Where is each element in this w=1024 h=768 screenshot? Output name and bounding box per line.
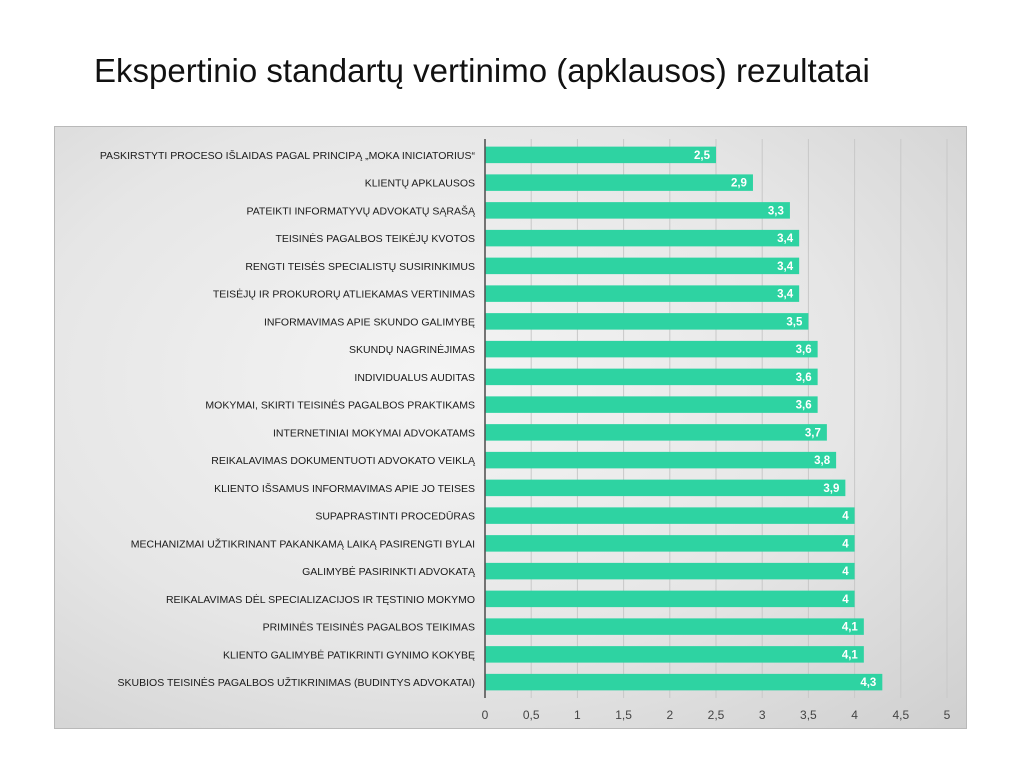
bar-value-label: 3,6 [796, 400, 812, 412]
category-label: INFORMAVIMAS APIE SKUNDO GALIMYBĘ [264, 316, 475, 328]
x-tick-label: 2 [666, 708, 673, 722]
bar-value-label: 2,5 [694, 150, 711, 162]
bar [485, 507, 855, 524]
category-label: REIKALAVIMAS DĖL SPECIALIZACIJOS IR TĘST… [166, 593, 475, 606]
category-label: INTERNETINIAI MOKYMAI ADVOKATAMS [273, 427, 475, 439]
x-tick-label: 1,5 [615, 708, 632, 722]
bars [485, 146, 883, 691]
x-tick-label: 3,5 [800, 708, 817, 722]
bar [485, 424, 827, 441]
category-label: RENGTI TEISĖS SPECIALISTŲ SUSIRINKIMUS [245, 260, 475, 273]
category-label: TEISĖJŲ IR PROKURORŲ ATLIEKAMAS VERTINIM… [213, 288, 475, 301]
bar-value-label: 4 [842, 594, 849, 606]
bar-value-label: 3,7 [805, 427, 821, 439]
category-label: PATEIKTI INFORMATYVŲ ADVOKATŲ SĄRAŠĄ [246, 204, 476, 217]
category-label: KLIENTO GALIMYBĖ PATIKRINTI GYNIMO KOKYB… [223, 648, 475, 661]
x-axis-ticks: 0 0,5 1 1,5 2 2,5 3 3,5 4 4,5 5 [482, 708, 951, 722]
bar [485, 618, 864, 635]
category-label: INDIVIDUALUS AUDITAS [354, 372, 475, 384]
category-label: GALIMYBĖ PASIRINKTI ADVOKATĄ [302, 565, 476, 578]
category-label: TEISINĖS PAGALBOS TEIKĖJŲ KVOTOS [275, 232, 475, 245]
bar [485, 396, 818, 413]
x-tick-label: 3 [759, 708, 766, 722]
category-label: SKUBIOS TEISINĖS PAGALBOS UŽTIKRINIMAS (… [118, 676, 475, 689]
bar [485, 257, 800, 275]
category-label: MOKYMAI, SKIRTI TEISINĖS PAGALBOS PRAKTI… [205, 399, 475, 412]
bar [485, 451, 837, 469]
bar-value-label: 4,3 [860, 677, 876, 689]
x-tick-label: 0,5 [523, 708, 540, 722]
category-label: PRIMINĖS TEISINĖS PAGALBOS TEIKIMAS [263, 621, 475, 634]
bar-value-label: 2,9 [731, 178, 747, 190]
bar-value-label: 4 [842, 511, 849, 523]
category-label: SKUNDŲ NAGRINĖJIMAS [349, 343, 475, 356]
x-tick-label: 4,5 [892, 708, 909, 722]
category-label: REIKALAVIMAS DOKUMENTUOTI ADVOKATO VEIKL… [211, 455, 476, 467]
bar-value-label: 3,4 [777, 261, 794, 273]
x-tick-label: 4 [851, 708, 858, 722]
x-tick-label: 1 [574, 708, 581, 722]
bar [485, 479, 846, 497]
x-tick-label: 5 [944, 708, 951, 722]
category-label: KLIENTŲ APKLAUSOS [365, 178, 475, 190]
value-labels: 2,5 2,9 3,3 3,4 3,4 3,4 3,5 3,6 3,6 3,6 3,7 3,8 3,9 4… [694, 150, 876, 689]
bar [485, 535, 855, 552]
bar-value-label: 4,1 [842, 622, 859, 634]
bar-value-label: 4 [842, 538, 849, 550]
bar [485, 229, 800, 247]
slide-title: Ekspertinio standartų vertinimo (apklaus… [94, 52, 870, 89]
bar-value-label: 3,6 [796, 372, 812, 384]
bar-value-label: 4 [842, 566, 849, 578]
bar [485, 673, 883, 691]
bar [485, 646, 864, 663]
bar [485, 285, 800, 302]
bar [485, 590, 855, 608]
bar-value-label: 4,1 [842, 649, 859, 661]
x-tick-label: 2,5 [708, 708, 725, 722]
bar-value-label: 3,3 [768, 205, 784, 217]
bar [485, 202, 790, 219]
x-tick-label: 0 [482, 708, 489, 722]
bar-value-label: 3,9 [823, 483, 839, 495]
bar-value-label: 3,8 [814, 455, 831, 467]
bar-value-label: 3,6 [796, 344, 812, 356]
bar [485, 174, 753, 191]
category-label: SUPAPRASTINTI PROCEDŪRAS [315, 511, 475, 523]
category-labels: PASKIRSTYTI PROCESO IŠLAIDAS PAGAL PRINC… [100, 149, 476, 689]
bar [485, 368, 818, 386]
bar [485, 146, 716, 164]
bar-value-label: 3,4 [777, 233, 794, 245]
bar [485, 340, 818, 358]
category-label: KLIENTO IŠSAMUS INFORMAVIMAS APIE JO TEI… [214, 482, 475, 495]
category-label: PASKIRSTYTI PROCESO IŠLAIDAS PAGAL PRINC… [100, 149, 476, 162]
bar-value-label: 3,5 [786, 316, 803, 328]
grid-lines [530, 139, 948, 698]
category-label: MECHANIZMAI UŽTIKRINANT PAKANKAMĄ LAIKĄ … [131, 537, 475, 550]
chart-panel: PASKIRSTYTI PROCESO IŠLAIDAS PAGAL PRINC… [54, 126, 967, 729]
bar-value-label: 3,4 [777, 289, 794, 301]
bar [485, 562, 855, 580]
bar-chart: PASKIRSTYTI PROCESO IŠLAIDAS PAGAL PRINC… [100, 139, 951, 722]
bar [485, 313, 809, 330]
